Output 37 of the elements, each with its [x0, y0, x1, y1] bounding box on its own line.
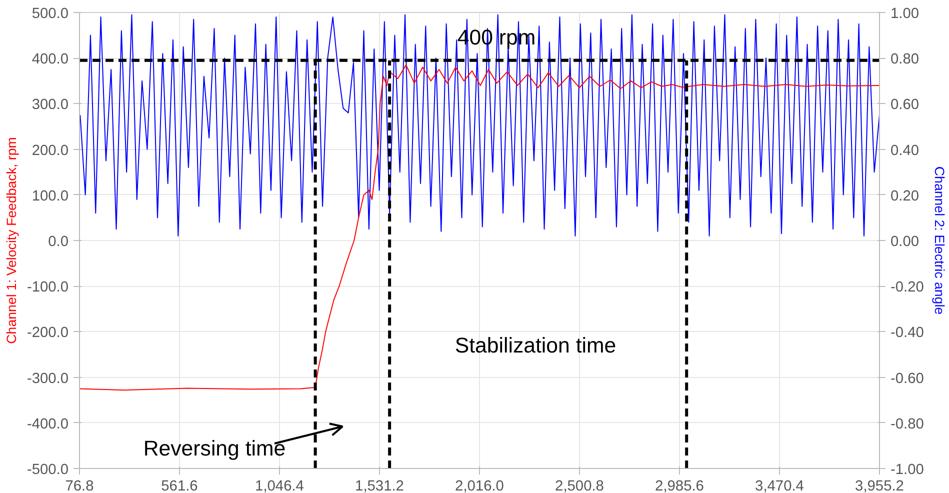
y-tick-label: 300.0 — [32, 97, 69, 114]
y2-tick-label: -1.00 — [890, 462, 924, 478]
y-tick-label: -400.0 — [26, 416, 69, 432]
y2-tick-label: 0.40 — [890, 142, 920, 159]
y2-axis-title: Channel 2: Electric angle — [932, 166, 947, 315]
y2-tick-label: -0.80 — [890, 416, 924, 432]
annotation: Reversing time — [143, 436, 286, 460]
y-tick-label: -300.0 — [26, 370, 69, 387]
x-tick-label: 2,016.0 — [455, 478, 504, 493]
x-tick-label: 1,531.2 — [355, 478, 404, 493]
y2-tick-label: 0.00 — [890, 234, 920, 250]
x-tick-label: 3,470.4 — [755, 478, 804, 493]
x-tick-label: 3,955.2 — [855, 478, 904, 493]
y-tick-label: -200.0 — [26, 325, 69, 342]
y2-tick-label: -0.40 — [890, 325, 924, 342]
y-tick-label: 200.0 — [32, 142, 69, 159]
x-tick-label: 1,046.4 — [255, 478, 304, 493]
y-tick-label: 500.0 — [32, 6, 69, 22]
x-tick-label: 561.6 — [161, 478, 198, 493]
x-tick-label: 2,500.8 — [555, 478, 604, 493]
y-tick-label: -100.0 — [26, 280, 69, 296]
y2-tick-label: 0.80 — [890, 52, 920, 68]
y2-tick-label: -0.20 — [890, 280, 924, 296]
y2-tick-label: -0.60 — [890, 370, 924, 387]
y2-tick-label: 0.60 — [890, 97, 920, 114]
x-tick-label: 76.8 — [65, 478, 94, 493]
y-tick-label: 0.0 — [48, 234, 68, 250]
x-tick-label: 2,985.6 — [655, 478, 704, 493]
line-series — [80, 64, 880, 391]
y-tick-label: 100.0 — [32, 188, 69, 204]
line-series — [80, 14, 880, 236]
y-tick-label: 400.0 — [32, 52, 69, 68]
y2-tick-label: 0.20 — [890, 188, 920, 204]
y-axis-title: Channel 1: Velocity Feedback, rpm — [4, 137, 19, 344]
y2-tick-label: 1.00 — [890, 6, 920, 22]
annotation: Stabilization time — [454, 334, 616, 358]
y-tick-label: -500.0 — [26, 462, 69, 478]
